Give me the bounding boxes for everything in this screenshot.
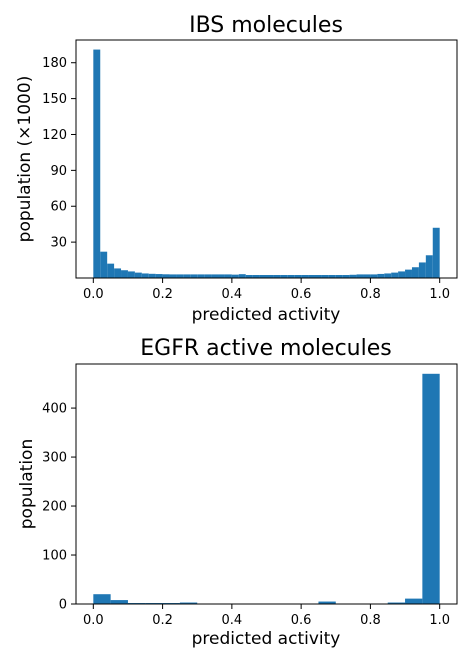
y-tick-label: 30	[50, 236, 67, 251]
histogram-bar	[134, 272, 142, 278]
histogram-bar	[405, 598, 423, 604]
histogram-bar	[314, 275, 322, 278]
y-tick-label: 150	[42, 92, 67, 107]
histogram-bar	[363, 274, 371, 278]
histogram-bar	[321, 275, 329, 278]
bars-group	[93, 373, 440, 604]
x-tick-label: 0.6	[291, 613, 312, 628]
histogram-bar	[425, 255, 433, 278]
histogram-bar	[432, 227, 440, 278]
histogram-bar	[141, 273, 149, 278]
histogram-bar	[93, 594, 111, 604]
y-tick-label: 60	[50, 200, 67, 215]
histogram-bar	[197, 274, 205, 278]
histogram-bar	[204, 274, 212, 278]
x-tick-label: 0.0	[83, 287, 104, 302]
egfr-histogram: EGFR active molecules 0.0 0.2 0.4 0.6 0.8 1.0…	[17, 336, 458, 649]
histogram-bar	[418, 262, 426, 278]
x-axis-label: predicted activity	[192, 305, 341, 325]
histogram-bar	[211, 274, 219, 278]
histogram-bar	[287, 275, 295, 278]
histogram-bar	[377, 273, 385, 278]
histogram-bar	[335, 275, 343, 278]
chart-title: EGFR active molecules	[140, 336, 391, 361]
histogram-bar	[93, 49, 101, 278]
y-ticks: 30 60 90 120 150 180	[42, 56, 76, 251]
y-tick-label: 100	[42, 549, 67, 564]
histogram-bar	[387, 602, 406, 604]
chart-title: IBS molecules	[189, 13, 343, 38]
y-axis-label: population	[17, 439, 37, 529]
histogram-bar	[179, 602, 198, 604]
histogram-bar	[190, 274, 198, 278]
histogram-bar	[121, 270, 128, 278]
x-tick-label: 0.2	[152, 613, 173, 628]
y-tick-label: 180	[42, 56, 67, 71]
x-ticks: 0.0 0.2 0.4 0.6 0.8 1.0	[83, 604, 450, 628]
histogram-bar	[107, 263, 115, 278]
x-tick-label: 0.4	[222, 613, 243, 628]
x-tick-label: 0.0	[83, 613, 104, 628]
histogram-bar	[176, 274, 184, 278]
y-tick-label: 120	[42, 128, 67, 143]
histogram-bar	[224, 274, 232, 278]
histogram-bar	[328, 275, 336, 278]
y-ticks: 0 100 200 300 400	[42, 402, 76, 613]
ibs-histogram: IBS molecules 0.0 0.2 0.4 0.6 0.8 1.0 30 60 90 1…	[15, 13, 458, 325]
histogram-bar	[114, 268, 122, 278]
x-tick-label: 0.2	[152, 287, 173, 302]
plot-frame	[75, 39, 458, 279]
x-axis-label: predicted activity	[192, 629, 341, 649]
histogram-bar	[266, 275, 274, 278]
histogram-bar	[245, 275, 253, 278]
histogram-bar	[259, 275, 267, 278]
x-tick-label: 0.4	[222, 287, 243, 302]
histogram-bar	[349, 274, 357, 278]
histogram-bar	[155, 274, 163, 278]
x-tick-label: 0.6	[291, 287, 312, 302]
x-tick-label: 1.0	[429, 613, 450, 628]
histogram-bar	[318, 601, 336, 604]
histogram-bar	[398, 271, 406, 278]
histogram-bar	[301, 275, 309, 278]
histogram-bar	[162, 274, 170, 278]
histogram-bar	[273, 275, 281, 278]
x-tick-label: 1.0	[429, 287, 450, 302]
histogram-bar	[110, 600, 128, 604]
histogram-bar	[342, 275, 350, 278]
histogram-bar	[231, 274, 239, 278]
y-tick-label: 90	[50, 164, 67, 179]
plot-frame	[75, 363, 458, 605]
histogram-bar	[169, 274, 177, 278]
x-tick-label: 0.8	[360, 613, 381, 628]
y-tick-label: 400	[42, 402, 67, 417]
histogram-bar	[127, 271, 135, 278]
histogram-bar	[238, 274, 246, 278]
histogram-bar	[405, 269, 412, 278]
y-tick-label: 300	[42, 451, 67, 466]
histogram-bar	[148, 273, 156, 278]
bars-group	[93, 49, 440, 278]
histogram-bar	[411, 267, 419, 278]
histogram-bar	[294, 275, 302, 278]
histogram-bar	[218, 274, 225, 278]
histogram-bar	[370, 274, 378, 278]
histogram-bar	[252, 275, 260, 278]
x-tick-label: 0.8	[360, 287, 381, 302]
y-axis-label: population (×1000)	[15, 76, 35, 243]
histogram-bar	[308, 275, 315, 278]
histogram-bar	[356, 274, 364, 278]
y-tick-label: 200	[42, 500, 67, 515]
histogram-bar	[384, 273, 392, 278]
histogram-bar	[391, 272, 399, 278]
histogram-bar	[183, 274, 191, 278]
histogram-bar	[280, 275, 288, 278]
x-ticks: 0.0 0.2 0.4 0.6 0.8 1.0	[83, 278, 450, 302]
y-tick-label: 0	[59, 598, 67, 613]
histogram-bar	[422, 373, 440, 604]
histogram-bar	[100, 251, 108, 278]
